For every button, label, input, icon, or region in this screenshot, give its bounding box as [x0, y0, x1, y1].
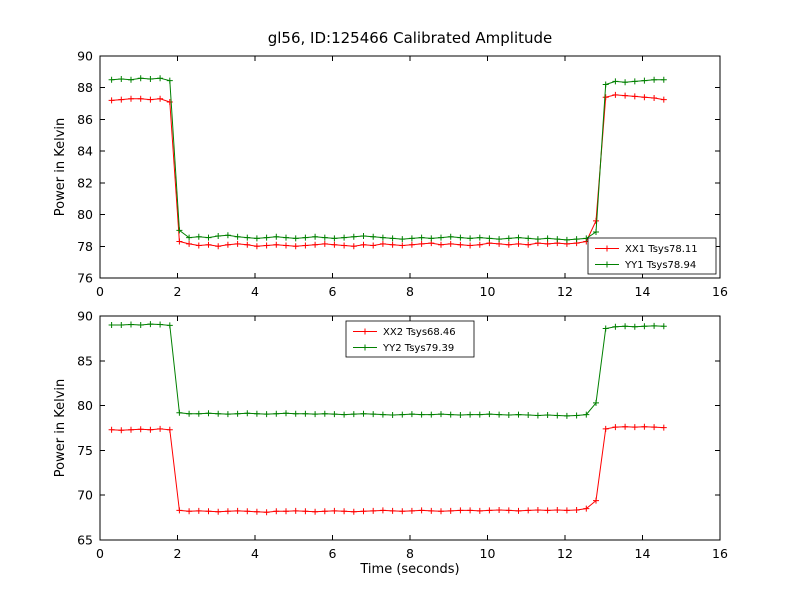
y-tick-label: 80 — [77, 398, 93, 413]
x-tick-label: 6 — [329, 546, 337, 561]
x-tick-label: 6 — [329, 284, 337, 299]
x-tick-label: 10 — [480, 284, 496, 299]
legend-label: YY1 Tsys78.94 — [624, 260, 696, 271]
legend-label: YY2 Tsys79.39 — [382, 343, 454, 354]
series-markers-xx1 — [108, 91, 667, 250]
x-tick-label: 16 — [712, 284, 728, 299]
legend-sample — [595, 261, 619, 268]
series-line-xx1 — [111, 94, 664, 247]
y-tick-label: 90 — [77, 49, 93, 64]
tick-marks — [99, 315, 721, 541]
x-tick-label: 16 — [712, 546, 728, 561]
bottom-plot: 0 2 4 6 8 10 12 14 16 65 70 75 80 85 90 XX2 Tsys68.46 YY… — [77, 309, 728, 562]
series-markers-yy2 — [108, 321, 667, 419]
legend-sample — [353, 328, 377, 335]
series-line-yy2 — [111, 323, 664, 417]
x-tick-label: 10 — [480, 546, 496, 561]
y-tick-label: 85 — [77, 353, 93, 368]
x-tick-label: 2 — [174, 546, 182, 561]
legend-box — [587, 237, 717, 275]
tick-marks — [99, 55, 721, 279]
y-tick-label: 76 — [77, 271, 93, 286]
x-tick-label: 0 — [96, 546, 104, 561]
legend-sample — [353, 344, 377, 351]
series-line-yy1 — [111, 77, 664, 241]
x-axis-label: Time (seconds) — [359, 562, 459, 577]
x-tick-label: 8 — [406, 546, 414, 561]
legend-box — [345, 320, 475, 358]
x-tick-label: 2 — [174, 284, 182, 299]
y-tick-label: 70 — [77, 488, 93, 503]
x-tick-label: 0 — [96, 284, 104, 299]
y-tick-label: 65 — [77, 533, 93, 548]
legend-label: XX1 Tsys78.11 — [625, 244, 698, 255]
y-tick-label: 78 — [77, 239, 93, 254]
y-tick-label: 80 — [77, 207, 93, 222]
x-tick-label: 4 — [251, 546, 259, 561]
x-tick-label: 4 — [251, 284, 259, 299]
x-tick-label: 8 — [406, 284, 414, 299]
series-markers-yy1 — [108, 75, 667, 243]
x-tick-label: 14 — [635, 284, 651, 299]
y-tick-label: 86 — [77, 112, 93, 127]
series-line-xx2 — [111, 426, 664, 513]
y-tick-label: 90 — [77, 309, 93, 324]
y-tick-label: 88 — [77, 80, 93, 95]
x-tick-label: 12 — [557, 546, 573, 561]
chart-title: gl56, ID:125466 Calibrated Amplitude — [268, 29, 553, 47]
top-plot: 0 2 4 6 8 10 12 14 16 76 78 80 82 84 86 88 90 XX1 Tsys78.… — [77, 49, 728, 300]
legend-label: XX2 Tsys68.46 — [383, 327, 456, 338]
y-tick-label: 82 — [77, 175, 93, 190]
y-tick-label: 84 — [77, 144, 93, 159]
x-tick-label: 14 — [635, 546, 651, 561]
bottom-y-axis-label: Power in Kelvin — [53, 379, 68, 477]
x-tick-label: 12 — [557, 284, 573, 299]
top-y-axis-label: Power in Kelvin — [53, 118, 68, 216]
y-tick-label: 75 — [77, 443, 93, 458]
legend-sample — [595, 245, 619, 252]
series-markers-xx2 — [108, 423, 667, 516]
